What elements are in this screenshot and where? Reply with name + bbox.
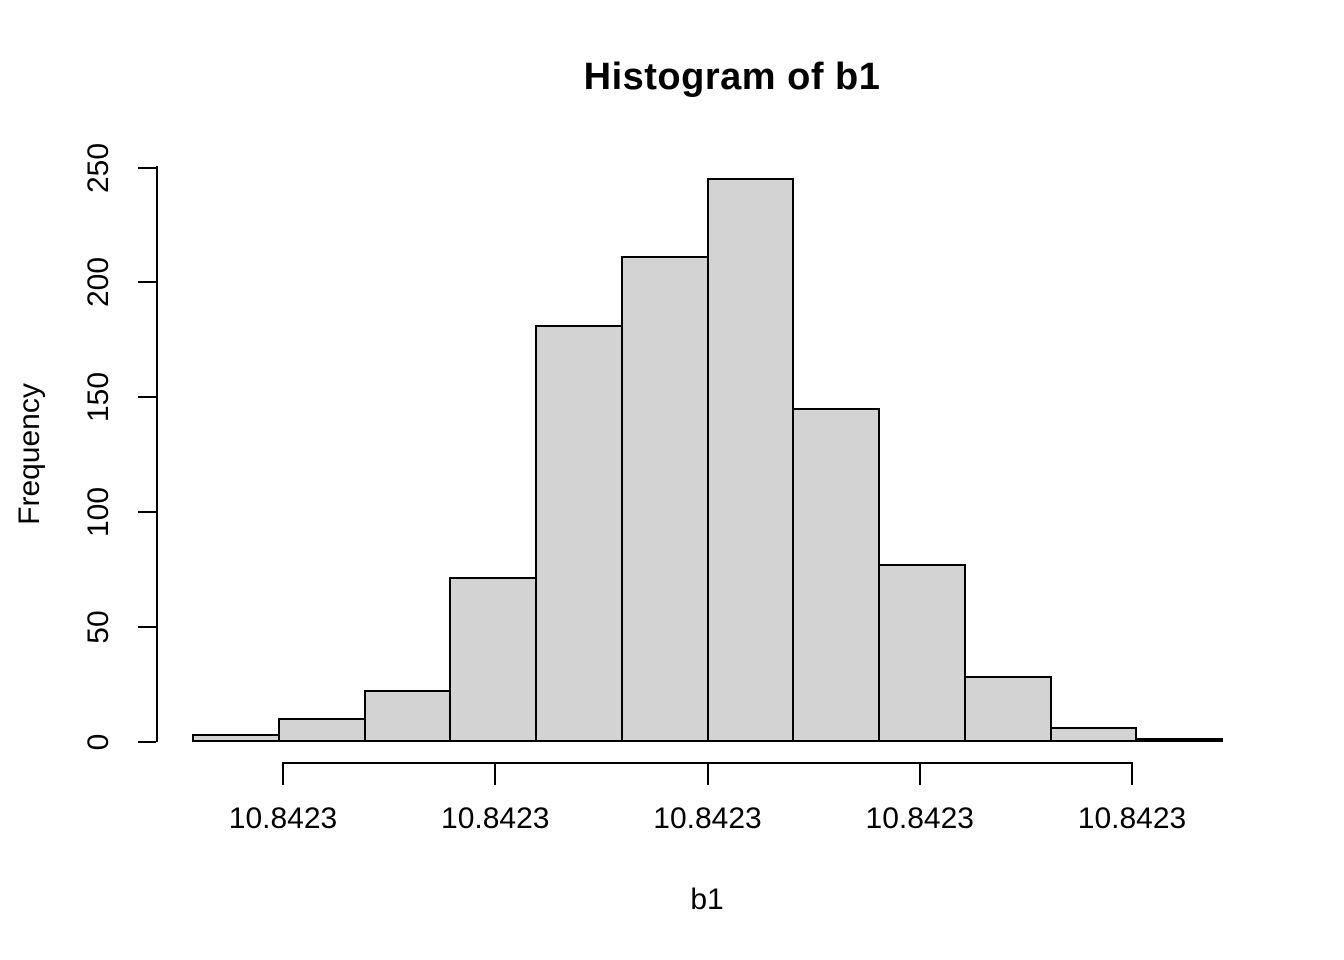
x-tick-mark <box>918 763 921 785</box>
y-tick-mark <box>138 166 156 169</box>
histogram-bar <box>706 177 795 743</box>
y-tick-mark <box>138 625 156 628</box>
histogram-bar <box>963 676 1052 743</box>
y-tick-label: 100 <box>82 486 115 537</box>
x-tick-mark <box>282 763 284 785</box>
histogram-bar <box>449 577 537 743</box>
x-axis-title: b1 <box>690 883 724 916</box>
y-tick-label: 200 <box>82 257 115 308</box>
x-tick-label: 10.8423 <box>1077 802 1187 835</box>
y-tick-label: 50 <box>82 610 115 644</box>
histogram-bar <box>620 256 709 743</box>
x-tick-label: 10.8423 <box>865 802 974 835</box>
histogram-bar <box>1049 726 1138 743</box>
histogram-bar <box>192 733 280 743</box>
y-tick-mark <box>138 396 156 399</box>
chart-title: Histogram of b1 <box>583 56 881 98</box>
histogram-bar <box>277 717 366 743</box>
x-tick-label: 10.8423 <box>441 802 550 835</box>
x-tick-mark <box>1131 763 1133 785</box>
histogram-bar <box>792 407 880 743</box>
y-axis-title: Frequency <box>13 383 46 525</box>
histogram-bar <box>1135 738 1223 743</box>
y-tick-label: 150 <box>82 372 115 423</box>
y-tick-mark <box>138 281 156 284</box>
y-tick-label: 0 <box>82 733 115 750</box>
histogram-bar <box>878 563 966 743</box>
x-tick-label: 10.8423 <box>653 802 762 835</box>
y-axis-line <box>156 166 158 742</box>
x-tick-mark <box>706 763 709 785</box>
histogram-bar <box>535 324 623 743</box>
x-tick-label: 10.8423 <box>228 802 338 835</box>
y-tick-mark <box>138 740 156 743</box>
x-tick-mark <box>494 763 497 785</box>
y-tick-mark <box>138 510 156 513</box>
y-tick-label: 250 <box>82 142 115 193</box>
histogram-bar <box>363 689 452 743</box>
